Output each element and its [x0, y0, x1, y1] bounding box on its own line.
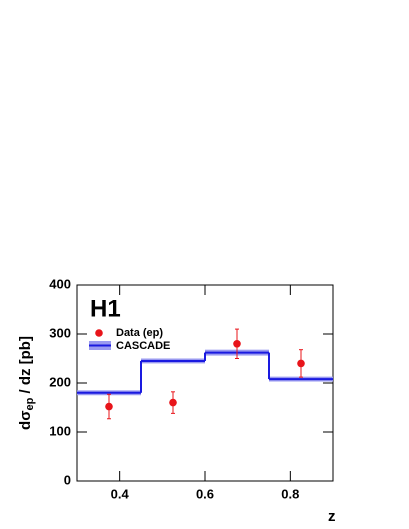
y-tick-label: 200 [49, 374, 71, 389]
y-tick-label: 300 [49, 325, 71, 340]
y-tick-label: 400 [49, 276, 71, 291]
data-point [169, 398, 177, 407]
y-label-rest: / dz [pb] [17, 336, 34, 398]
data-point [105, 402, 113, 411]
data-point [233, 340, 241, 348]
data-point [297, 359, 305, 368]
x-tick-label: 0.6 [196, 486, 214, 501]
experiment-label: H1 [90, 295, 121, 322]
y-tick-label: 100 [49, 423, 71, 438]
y-axis-label: dσep / dz [pb] [17, 336, 36, 430]
legend-label: CASCADE [116, 340, 170, 352]
y-label-sub: ep [24, 397, 36, 410]
x-axis-label: z [328, 508, 336, 525]
y-label-main: dσ [17, 411, 34, 430]
legend-marker [95, 329, 103, 337]
legend-label: Data (ep) [116, 327, 163, 339]
y-tick-label: 0 [64, 472, 71, 487]
x-tick-label: 0.8 [281, 486, 299, 501]
x-tick-label: 0.4 [111, 486, 130, 501]
